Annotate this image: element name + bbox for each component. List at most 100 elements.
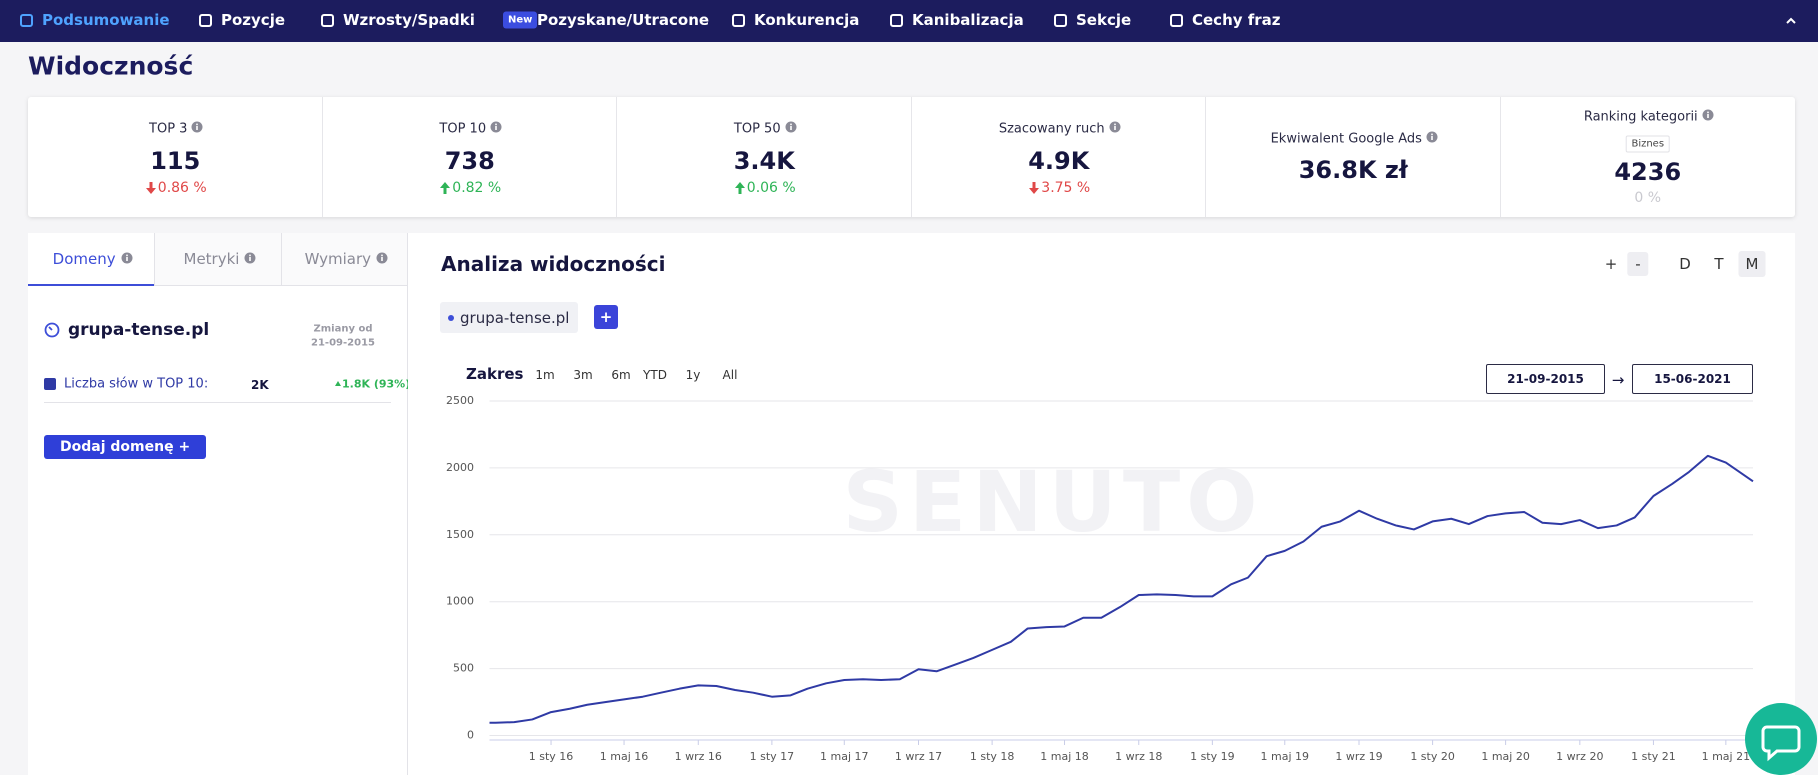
info-icon	[244, 252, 256, 264]
tab[interactable]: Wymiary	[280, 233, 407, 286]
zoom-button[interactable]: -	[1627, 252, 1649, 276]
x-tick-label: 1 maj 19	[1261, 750, 1310, 763]
stat-card: Ranking kategorii Biznes 4236 0 %	[1501, 97, 1796, 217]
stat-value: 4236	[1614, 158, 1682, 186]
changes-label: Zmiany od	[313, 323, 373, 335]
granularity-button[interactable]: D	[1679, 255, 1691, 273]
x-tick-label: 1 wrz 19	[1335, 750, 1382, 763]
granularity-button[interactable]: T	[1714, 255, 1724, 273]
zoom-button[interactable]: +	[1604, 255, 1618, 273]
stat-tag: Biznes	[1625, 135, 1671, 153]
range-button[interactable]: 1y	[685, 368, 701, 382]
stat-label: TOP 50	[733, 121, 781, 137]
nav-item[interactable]: Konkurencja	[754, 11, 860, 29]
stat-label: Ranking kategorii	[1583, 109, 1698, 125]
nav-icon-shape	[732, 14, 745, 27]
chat-icon	[1761, 725, 1801, 762]
add-series-button[interactable]: +	[594, 305, 618, 329]
chart-title: Analiza widoczności	[441, 252, 666, 276]
nav-item[interactable]: Pozycje	[221, 11, 286, 29]
stat-label: Szacowany ruch	[998, 121, 1105, 137]
metric-change-arrow	[335, 381, 341, 386]
changes-date: 21-09-2015	[311, 337, 375, 349]
series-chip[interactable]: grupa-tense.pl	[440, 302, 578, 333]
x-tick-label: 1 sty 16	[529, 750, 574, 763]
range-button[interactable]: 1m	[535, 368, 555, 382]
nav-item[interactable]: Podsumowanie	[42, 11, 170, 29]
range-button[interactable]: 6m	[611, 368, 631, 382]
change-arrow	[734, 182, 745, 194]
stat-change: 0.06 %	[746, 180, 796, 196]
y-tick-label: 0	[467, 729, 474, 742]
domain-icon	[44, 322, 60, 338]
nav-icon[interactable]	[199, 14, 212, 27]
stat-value: 3.4K	[733, 147, 795, 175]
nav-item[interactable]: Wzrosty/Spadki	[343, 11, 475, 29]
metric-label: Liczba słów w TOP 10:	[64, 376, 209, 392]
arrow-shape	[335, 381, 341, 386]
add-domain-button[interactable]: Dodaj domenę +	[44, 435, 207, 459]
x-tick-label: 1 wrz 16	[675, 750, 722, 763]
stat-card: Ekwiwalent Google Ads 36.8K zł	[1206, 97, 1501, 217]
info-icon	[376, 252, 388, 264]
info-glyph	[495, 126, 498, 130]
range-button[interactable]: 3m	[573, 368, 593, 382]
y-tick-label: 500	[453, 662, 474, 675]
tab[interactable]: Metryki	[154, 233, 281, 286]
info-glyph	[789, 126, 792, 130]
nav-icon-shape	[321, 14, 334, 27]
change-arrow	[1029, 182, 1040, 194]
stat-change: 0.82 %	[452, 180, 502, 196]
nav-icon[interactable]	[732, 14, 745, 27]
nav-icon[interactable]	[890, 14, 903, 27]
collapse-icon[interactable]	[1784, 14, 1798, 28]
tab-label[interactable]: Wymiary	[304, 250, 372, 268]
info-dot	[495, 123, 498, 126]
y-tick-label: 2500	[446, 394, 474, 407]
chip-dot	[448, 315, 454, 321]
nav-item[interactable]: Kanibalizacja	[912, 11, 1024, 29]
date-from[interactable]: 21-09-2015	[1486, 364, 1605, 394]
nav-icon[interactable]	[1054, 14, 1067, 27]
change-arrow	[145, 182, 156, 194]
stat-value: 115	[150, 147, 201, 175]
info-glyph	[1706, 114, 1709, 118]
nav-icon[interactable]	[1170, 14, 1183, 27]
range-button[interactable]: All	[722, 368, 738, 382]
page-title: Widoczność	[28, 51, 194, 81]
info-dot	[789, 123, 792, 126]
stat-change: 0.86 %	[157, 180, 207, 196]
stat-value: 4.9K	[1028, 147, 1090, 175]
stat-card: TOP 50 3.4K 0.06 %	[617, 97, 912, 217]
stat-card: TOP 10 738 0.82 %	[323, 97, 617, 217]
range-button[interactable]: YTD	[643, 368, 667, 382]
info-glyph	[249, 257, 252, 261]
nav-item[interactable]: Sekcje	[1076, 11, 1132, 29]
stat-label: Ekwiwalent Google Ads	[1270, 131, 1422, 147]
chat-button[interactable]	[1745, 703, 1817, 775]
metric-change: 1.8K (93%)	[342, 377, 411, 391]
info-dot	[381, 254, 383, 257]
tab-label[interactable]: Metryki	[183, 250, 240, 268]
date-to[interactable]: 15-06-2021	[1632, 364, 1753, 394]
series-line	[489, 454, 1754, 724]
nav-icon[interactable]	[20, 14, 33, 27]
info-icon	[490, 121, 502, 133]
nav-icon[interactable]	[321, 14, 334, 27]
granularity-button[interactable]: M	[1738, 251, 1766, 277]
x-tick-label: 1 maj 21	[1702, 750, 1751, 763]
nav-item[interactable]: Pozyskane/Utracone	[537, 11, 710, 29]
x-tick-label: 1 sty 21	[1631, 750, 1676, 763]
info-icon	[121, 252, 133, 264]
tab-label[interactable]: Domeny	[52, 250, 116, 268]
tab[interactable]: Domeny	[28, 233, 155, 286]
nav-item[interactable]: Cechy fraz	[1192, 11, 1281, 29]
arrow-shape	[440, 182, 451, 194]
domain-icon-hand	[48, 326, 53, 331]
stat-value: 36.8K zł	[1298, 156, 1408, 184]
x-tick-label: 1 maj 16	[600, 750, 649, 763]
stat-change: 3.75 %	[1041, 180, 1091, 196]
arrow-shape	[145, 182, 156, 194]
